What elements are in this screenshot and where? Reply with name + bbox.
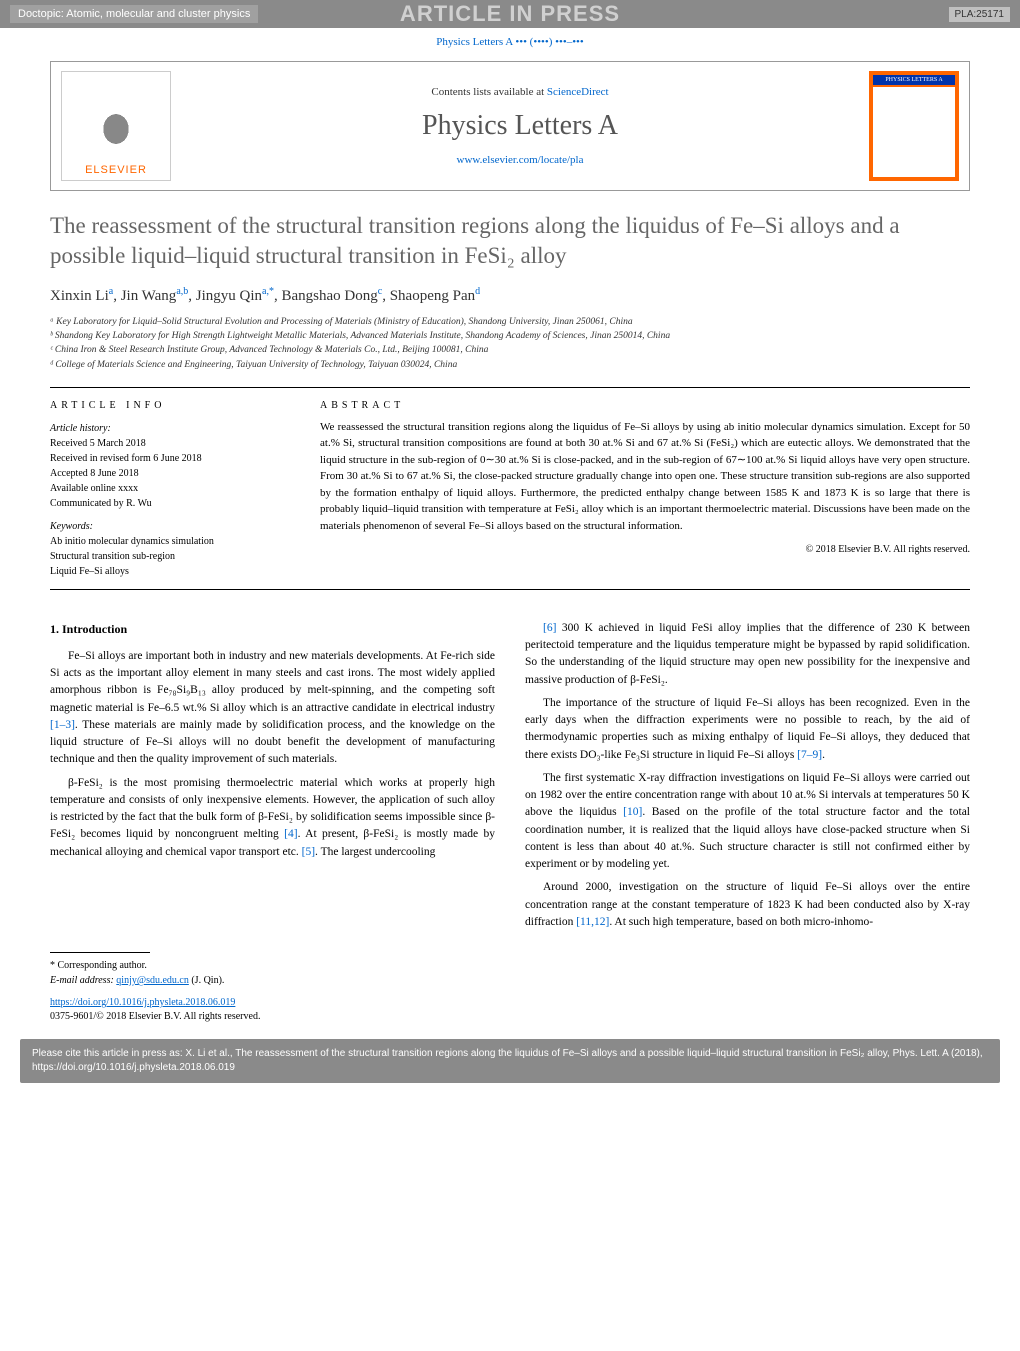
top-bar: Doctopic: Atomic, molecular and cluster …: [0, 0, 1020, 28]
keyword-item: Structural transition sub-region: [50, 549, 290, 564]
journal-cover-thumbnail[interactable]: PHYSICS LETTERS A: [869, 71, 959, 181]
keyword-item: Liquid Fe–Si alloys: [50, 564, 290, 579]
email-person: (J. Qin).: [189, 975, 225, 986]
abstract: ABSTRACT We reassessed the structural tr…: [320, 398, 970, 579]
abstract-text: We reassessed the structural transition …: [320, 419, 970, 535]
body-paragraph: [6] 300 K achieved in liquid FeSi alloy …: [525, 620, 970, 689]
body-paragraph: The first systematic X-ray diffraction i…: [525, 770, 970, 874]
body-paragraph: Fe–Si alloys are important both in indus…: [50, 648, 495, 769]
keyword-item: Ab initio molecular dynamics simulation: [50, 534, 290, 549]
doi-block: https://doi.org/10.1016/j.physleta.2018.…: [50, 996, 970, 1024]
footnote-separator: [50, 952, 150, 953]
abstract-heading: ABSTRACT: [320, 398, 970, 413]
history-label: Article history:: [50, 421, 290, 436]
header-center: Contents lists available at ScienceDirec…: [171, 86, 869, 166]
cover-thumb-body: [873, 87, 955, 177]
corresponding-email-line: E-mail address: qinjy@sdu.edu.cn (J. Qin…: [50, 973, 970, 988]
abstract-copyright: © 2018 Elsevier B.V. All rights reserved…: [320, 542, 970, 557]
issn-copyright: 0375-9601/© 2018 Elsevier B.V. All right…: [50, 1011, 260, 1022]
divider: [50, 589, 970, 590]
history-item: Communicated by R. Wu: [50, 496, 290, 511]
body-paragraph: Around 2000, investigation on the struct…: [525, 879, 970, 931]
article-title: The reassessment of the structural trans…: [50, 211, 970, 271]
article-info: ARTICLE INFO Article history: Received 5…: [50, 398, 290, 579]
info-abstract-row: ARTICLE INFO Article history: Received 5…: [50, 398, 970, 579]
elsevier-tree-icon: [86, 94, 146, 164]
article-in-press-label: ARTICLE IN PRESS: [400, 1, 620, 27]
corresponding-author: * Corresponding author. E-mail address: …: [50, 958, 970, 988]
elsevier-logo[interactable]: ELSEVIER: [61, 71, 171, 181]
affiliation-line: ᵇ Shandong Key Laboratory for High Stren…: [50, 329, 970, 343]
pla-code: PLA:25171: [949, 7, 1011, 22]
history-item: Available online xxxx: [50, 481, 290, 496]
column-left: 1. Introduction Fe–Si alloys are importa…: [50, 620, 495, 937]
body-columns: 1. Introduction Fe–Si alloys are importa…: [50, 620, 970, 937]
contents-prefix: Contents lists available at: [431, 86, 546, 98]
doi-link[interactable]: https://doi.org/10.1016/j.physleta.2018.…: [50, 997, 235, 1008]
corresponding-email-link[interactable]: qinjy@sdu.edu.cn: [116, 975, 189, 986]
section-heading-intro: 1. Introduction: [50, 620, 495, 638]
journal-title: Physics Letters A: [171, 110, 869, 142]
keywords-list: Ab initio molecular dynamics simulationS…: [50, 534, 290, 579]
corresponding-star: * Corresponding author.: [50, 958, 970, 973]
keywords-label: Keywords:: [50, 519, 290, 534]
history-list: Received 5 March 2018Received in revised…: [50, 436, 290, 511]
sciencedirect-link[interactable]: ScienceDirect: [547, 86, 609, 98]
journal-reference: Physics Letters A ••• (••••) •••–•••: [0, 28, 1020, 56]
history-item: Accepted 8 June 2018: [50, 466, 290, 481]
history-item: Received in revised form 6 June 2018: [50, 451, 290, 466]
history-item: Received 5 March 2018: [50, 436, 290, 451]
affiliation-line: ᵈ College of Materials Science and Engin…: [50, 358, 970, 372]
body-paragraph: The importance of the structure of liqui…: [525, 695, 970, 764]
doctopic-label: Doctopic: Atomic, molecular and cluster …: [10, 5, 258, 23]
journal-homepage-link[interactable]: www.elsevier.com/locate/pla: [171, 154, 869, 166]
affiliation-line: ᵃ Key Laboratory for Liquid–Solid Struct…: [50, 315, 970, 329]
cover-thumb-title: PHYSICS LETTERS A: [873, 75, 955, 85]
divider: [50, 387, 970, 388]
email-label: E-mail address:: [50, 975, 116, 986]
article-info-heading: ARTICLE INFO: [50, 398, 290, 413]
affiliations: ᵃ Key Laboratory for Liquid–Solid Struct…: [50, 315, 970, 372]
body-paragraph: β-FeSi₂ is the most promising thermoelec…: [50, 775, 495, 861]
affiliation-line: ᶜ China Iron & Steel Research Institute …: [50, 343, 970, 357]
authors-list: Xinxin Lia, Jin Wanga,b, Jingyu Qina,*, …: [50, 286, 970, 305]
elsevier-text: ELSEVIER: [85, 164, 147, 176]
journal-header: ELSEVIER Contents lists available at Sci…: [50, 61, 970, 191]
contents-available: Contents lists available at ScienceDirec…: [171, 86, 869, 98]
citation-box: Please cite this article in press as: X.…: [20, 1039, 1000, 1083]
column-right: [6] 300 K achieved in liquid FeSi alloy …: [525, 620, 970, 937]
